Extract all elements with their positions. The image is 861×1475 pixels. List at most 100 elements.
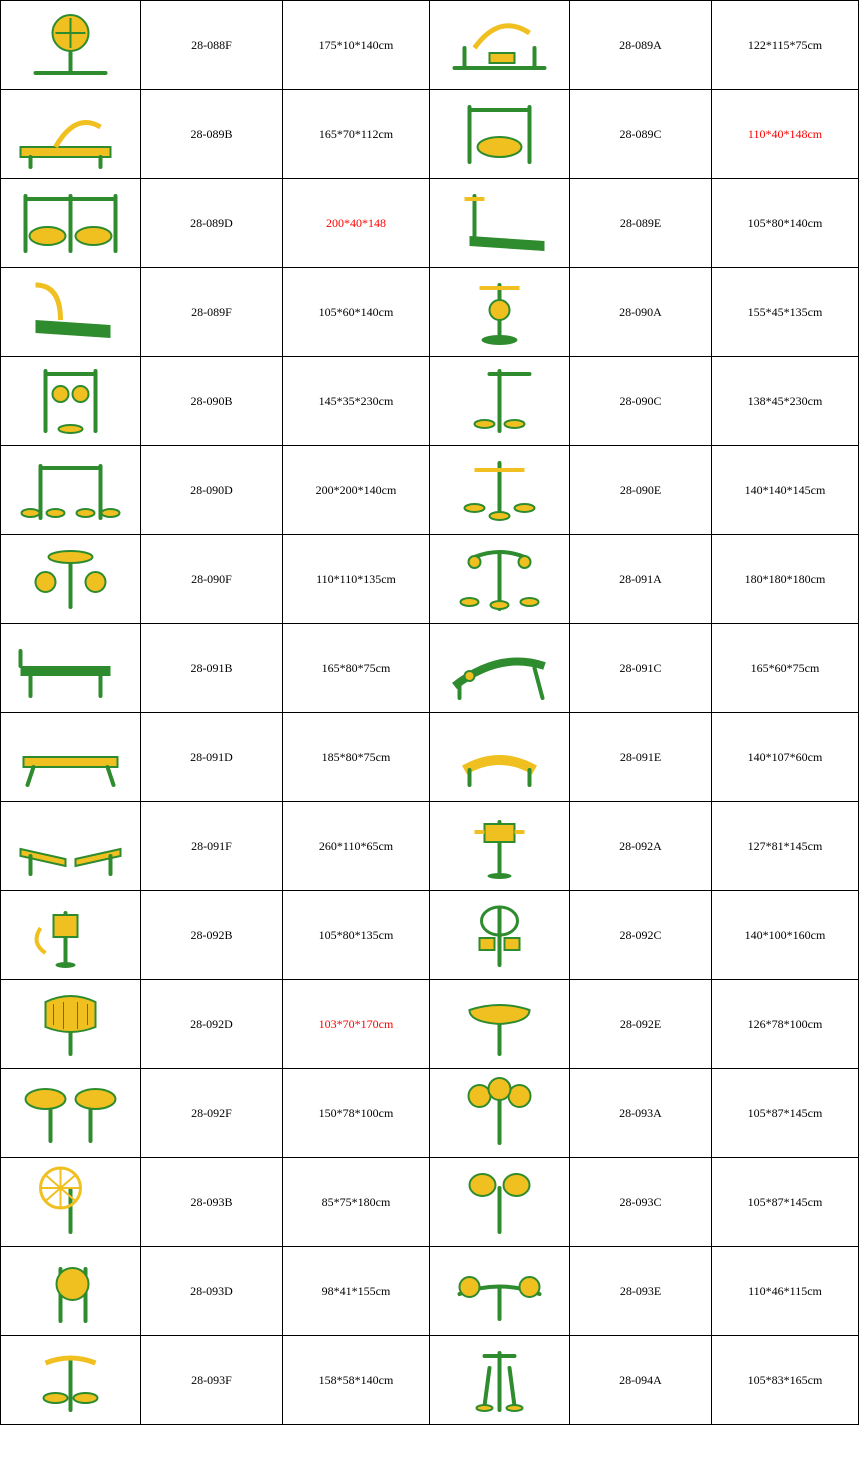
table-row: 28-092D103*70*170cm28-092E126*78*100cm [1,980,859,1069]
product-dimensions: 105*83*165cm [712,1336,859,1425]
product-dimensions: 155*45*135cm [712,268,859,357]
table-row: 28-093D98*41*155cm28-093E110*46*115cm [1,1247,859,1336]
product-code: 28-093F [141,1336,283,1425]
product-image-cell [1,1,141,90]
product-code: 28-089D [141,179,283,268]
table-row: 28-093F158*58*140cm 28-094A105*83*165cm [1,1336,859,1425]
product-code: 28-091A [570,535,712,624]
product-image-cell [1,1247,141,1336]
product-code: 28-091D [141,713,283,802]
product-image-cell [1,357,141,446]
product-image-cell [1,1069,141,1158]
equipment-icon [432,181,567,265]
equipment-icon [432,804,567,888]
product-image-cell [430,1247,570,1336]
product-dimensions: 140*100*160cm [712,891,859,980]
product-image-cell [430,90,570,179]
table-row: 28-091B165*80*75cm28-091C165*60*75cm [1,624,859,713]
product-code: 28-091F [141,802,283,891]
product-image-cell [1,980,141,1069]
equipment-icon [432,359,567,443]
product-code: 28-088F [141,1,283,90]
product-image-cell [1,268,141,357]
product-dimensions: 165*70*112cm [283,90,430,179]
product-image-cell [430,1158,570,1247]
product-dimensions: 103*70*170cm [283,980,430,1069]
product-image-cell [430,624,570,713]
table-row: 28-090B145*35*230cm28-090C138*45*230cm [1,357,859,446]
equipment-icon [432,270,567,354]
product-image-cell [430,535,570,624]
product-dimensions: 105*80*140cm [712,179,859,268]
equipment-icon [3,626,138,710]
equipment-icon [3,3,138,87]
product-dimensions: 158*58*140cm [283,1336,430,1425]
table-row: 28-089F105*60*140cm28-090A155*45*135cm [1,268,859,357]
product-image-cell [430,980,570,1069]
product-dimensions: 200*40*148 [283,179,430,268]
equipment-icon [3,92,138,176]
product-dimensions: 180*180*180cm [712,535,859,624]
equipment-icon [3,1338,138,1422]
product-code: 28-093C [570,1158,712,1247]
product-code: 28-094A [570,1336,712,1425]
equipment-icon [3,982,138,1066]
product-code: 28-092A [570,802,712,891]
product-table: 28-088F175*10*140cm28-089A122*115*75cm28… [0,0,859,1425]
product-image-cell [430,1,570,90]
product-dimensions: 105*87*145cm [712,1158,859,1247]
table-row: 28-089B165*70*112cm28-089C110*40*148cm [1,90,859,179]
table-row: 28-092B105*80*135cm28-092C140*100*160cm [1,891,859,980]
product-image-cell [430,357,570,446]
product-image-cell [430,446,570,535]
table-row: 28-089D200*40*14828-089E105*80*140cm [1,179,859,268]
product-code: 28-090A [570,268,712,357]
product-dimensions: 140*140*145cm [712,446,859,535]
product-image-cell [430,179,570,268]
equipment-icon [432,893,567,977]
product-code: 28-093D [141,1247,283,1336]
product-dimensions: 105*87*145cm [712,1069,859,1158]
equipment-icon [432,1160,567,1244]
equipment-icon [3,1071,138,1155]
equipment-icon [432,3,567,87]
equipment-icon [432,1249,567,1333]
product-dimensions: 85*75*180cm [283,1158,430,1247]
product-dimensions: 165*80*75cm [283,624,430,713]
equipment-icon [3,537,138,621]
table-row: 28-093B85*75*180cm 28-093C105*87*145cm [1,1158,859,1247]
product-image-cell [1,179,141,268]
product-code: 28-090B [141,357,283,446]
product-code: 28-092D [141,980,283,1069]
product-code: 28-089F [141,268,283,357]
product-code: 28-092F [141,1069,283,1158]
product-dimensions: 110*46*115cm [712,1247,859,1336]
equipment-icon [432,1338,567,1422]
equipment-icon [432,715,567,799]
equipment-icon [3,270,138,354]
table-row: 28-090F110*110*135cm 28-091A180*180*180cm [1,535,859,624]
product-code: 28-089B [141,90,283,179]
product-dimensions: 150*78*100cm [283,1069,430,1158]
product-dimensions: 110*110*135cm [283,535,430,624]
table-row: 28-088F175*10*140cm28-089A122*115*75cm [1,1,859,90]
equipment-icon [3,181,138,265]
product-code: 28-090F [141,535,283,624]
equipment-icon [432,537,567,621]
product-code: 28-089A [570,1,712,90]
product-code: 28-093E [570,1247,712,1336]
product-code: 28-093A [570,1069,712,1158]
product-dimensions: 165*60*75cm [712,624,859,713]
product-image-cell [430,268,570,357]
equipment-icon [432,448,567,532]
equipment-icon [432,92,567,176]
product-dimensions: 260*110*65cm [283,802,430,891]
product-image-cell [1,802,141,891]
equipment-icon [3,804,138,888]
equipment-icon [432,982,567,1066]
product-code: 28-092B [141,891,283,980]
product-code: 28-093B [141,1158,283,1247]
product-image-cell [1,891,141,980]
product-image-cell [1,446,141,535]
equipment-icon [3,893,138,977]
